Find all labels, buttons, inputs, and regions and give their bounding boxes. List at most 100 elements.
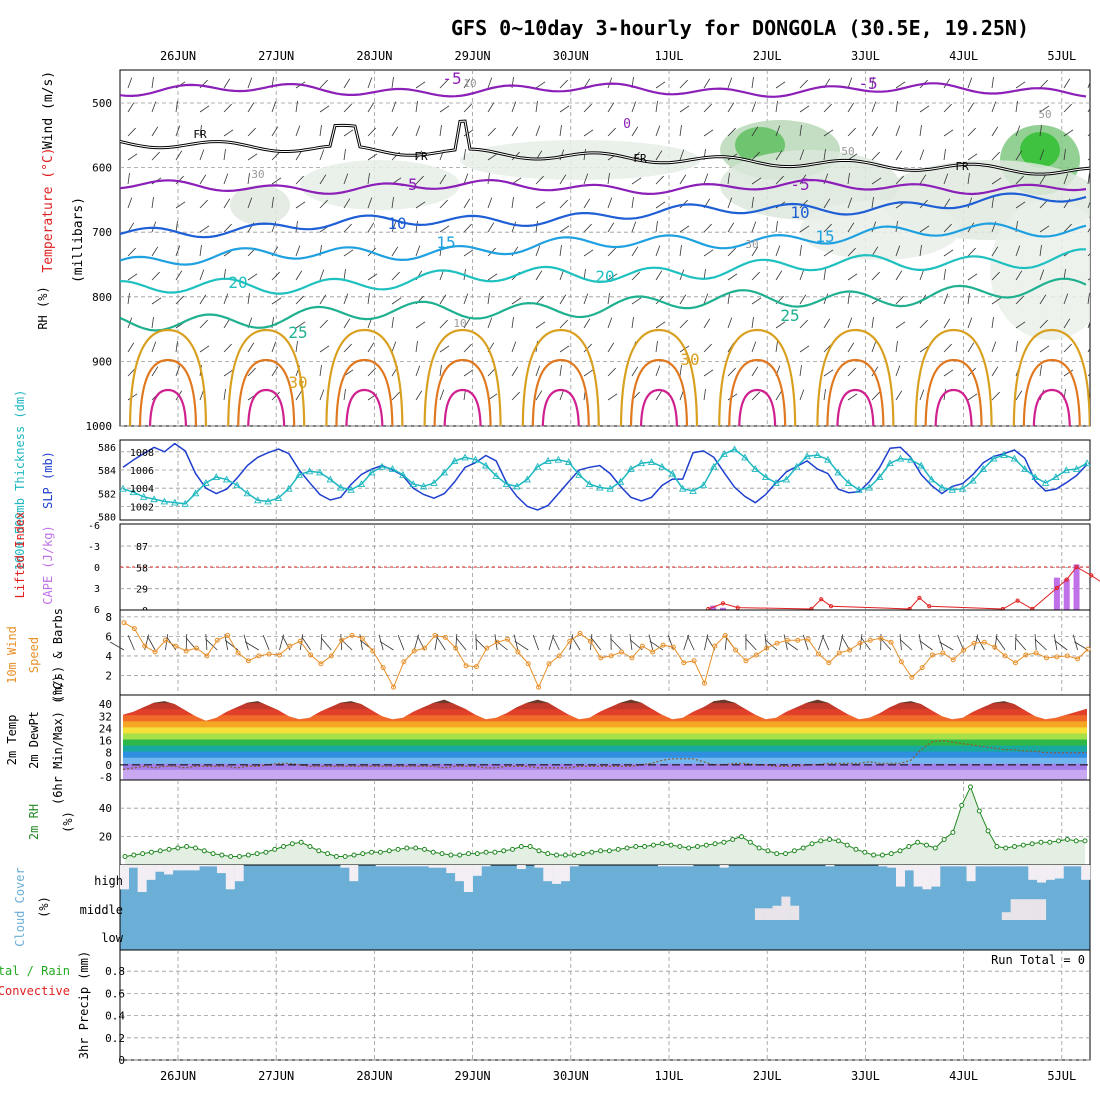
wind-barb [895, 175, 904, 185]
wind-barb [535, 101, 538, 113]
wind-barb [320, 634, 323, 651]
wind-barb [919, 225, 930, 233]
wind-barb [1087, 228, 1090, 233]
cape-bar [720, 607, 727, 610]
pressure-tick-label: 500 [92, 97, 112, 110]
contour-label: -5 [398, 175, 417, 194]
high-cloud-clear [878, 865, 888, 867]
wind-barb [607, 222, 615, 233]
wind-barb [751, 197, 754, 209]
wind-barb [799, 389, 805, 401]
wind-barb [1039, 105, 1050, 113]
wind-barb [391, 126, 399, 137]
high-cloud-clear [904, 865, 914, 871]
wind-speed-point [733, 647, 739, 653]
wind-barb [1087, 348, 1090, 353]
wind-barb [271, 366, 279, 377]
wind-speed-point [619, 649, 625, 655]
wind-barb [151, 271, 160, 281]
rh-point [483, 849, 489, 855]
wind-barb [1063, 343, 1072, 353]
rh-point [818, 838, 824, 844]
wind-barb [494, 639, 508, 651]
thickness-tick-label: 586 [98, 443, 116, 454]
top-date-label: 28JUN [356, 49, 392, 63]
wind-barb [703, 78, 711, 89]
wind-speed-point [784, 637, 790, 643]
wind-barb [799, 365, 802, 377]
wind-barb [343, 78, 351, 89]
wind-barb [175, 341, 178, 353]
high-cloud-clear [199, 865, 209, 867]
wind-speed-point [422, 645, 428, 651]
wind-barb [199, 199, 208, 209]
wind-barb [301, 636, 311, 651]
wind-barb [991, 271, 1000, 281]
wind-barb [703, 249, 714, 257]
wind-barb [991, 391, 1000, 401]
thickness-marker [409, 480, 417, 488]
bottom-date-label: 26JUN [160, 1069, 196, 1083]
wind-speed-point [857, 640, 863, 646]
li-point [1015, 598, 1020, 603]
rh-point [1038, 839, 1044, 845]
wind-barb [295, 125, 301, 137]
wind-barb [727, 127, 736, 137]
thickness-marker [316, 468, 324, 476]
thickness-marker [917, 461, 925, 469]
li-point [1064, 577, 1069, 582]
thickness-marker [368, 468, 376, 476]
pressure-tick-label: 900 [92, 355, 112, 368]
wind-barb [487, 153, 498, 161]
wind-barb [649, 640, 664, 651]
wind-barb [535, 295, 544, 305]
wind-barb [775, 101, 778, 113]
high-cloud-clear [120, 865, 130, 890]
wind-barb [247, 102, 255, 113]
wind-barb [1034, 638, 1047, 651]
wind-barb [871, 197, 874, 209]
middle-cloud-clear [1019, 899, 1029, 920]
panel-y-labels: Wind (m/s)Temperature (°C) (millibars) RH … [0, 71, 91, 1059]
wind-barb [295, 341, 298, 353]
contour-label: 50 [1038, 108, 1051, 121]
wind-barb [439, 365, 442, 377]
wind-barb [463, 198, 471, 209]
thickness-marker [160, 497, 169, 505]
high-cloud-clear [446, 865, 456, 874]
isotherm-line [120, 277, 1087, 332]
wind-barb [967, 127, 976, 137]
wind-barb [1063, 318, 1071, 329]
rh-point [404, 845, 410, 851]
surface-isotherm-arch [443, 388, 482, 426]
high-cloud-clear [1081, 865, 1091, 880]
wind-barb [247, 197, 253, 209]
top-date-label: 2JUL [753, 49, 782, 63]
wind-barb [991, 151, 1000, 161]
bottom-date-label: 2JUL [753, 1069, 782, 1083]
wind-barb [823, 223, 832, 233]
wind-speed-point [940, 650, 946, 656]
wind-speed-point [453, 645, 459, 651]
wind-barb [764, 639, 778, 651]
wind-barb [247, 77, 253, 89]
rh-point [615, 846, 621, 852]
wind-barb [919, 319, 928, 329]
rh-point [1047, 839, 1053, 845]
high-cloud-clear [975, 865, 985, 867]
rh-point [703, 842, 709, 848]
wind-barb [475, 633, 477, 651]
wind-barb [1039, 294, 1047, 305]
wind-barb [343, 343, 352, 353]
wind-barb [463, 223, 472, 233]
rh-point [439, 851, 445, 857]
precip-tick-label: 0.8 [105, 965, 125, 978]
wind-speed-point [1085, 646, 1091, 652]
wind-barb [679, 79, 688, 89]
pressure-tick-label: 700 [92, 226, 112, 239]
wind-barb [823, 129, 834, 137]
wind-barb [967, 273, 978, 281]
wind10m-line [121, 620, 1091, 690]
surface-isotherm-arch [826, 358, 885, 426]
wind-barb [823, 389, 826, 401]
